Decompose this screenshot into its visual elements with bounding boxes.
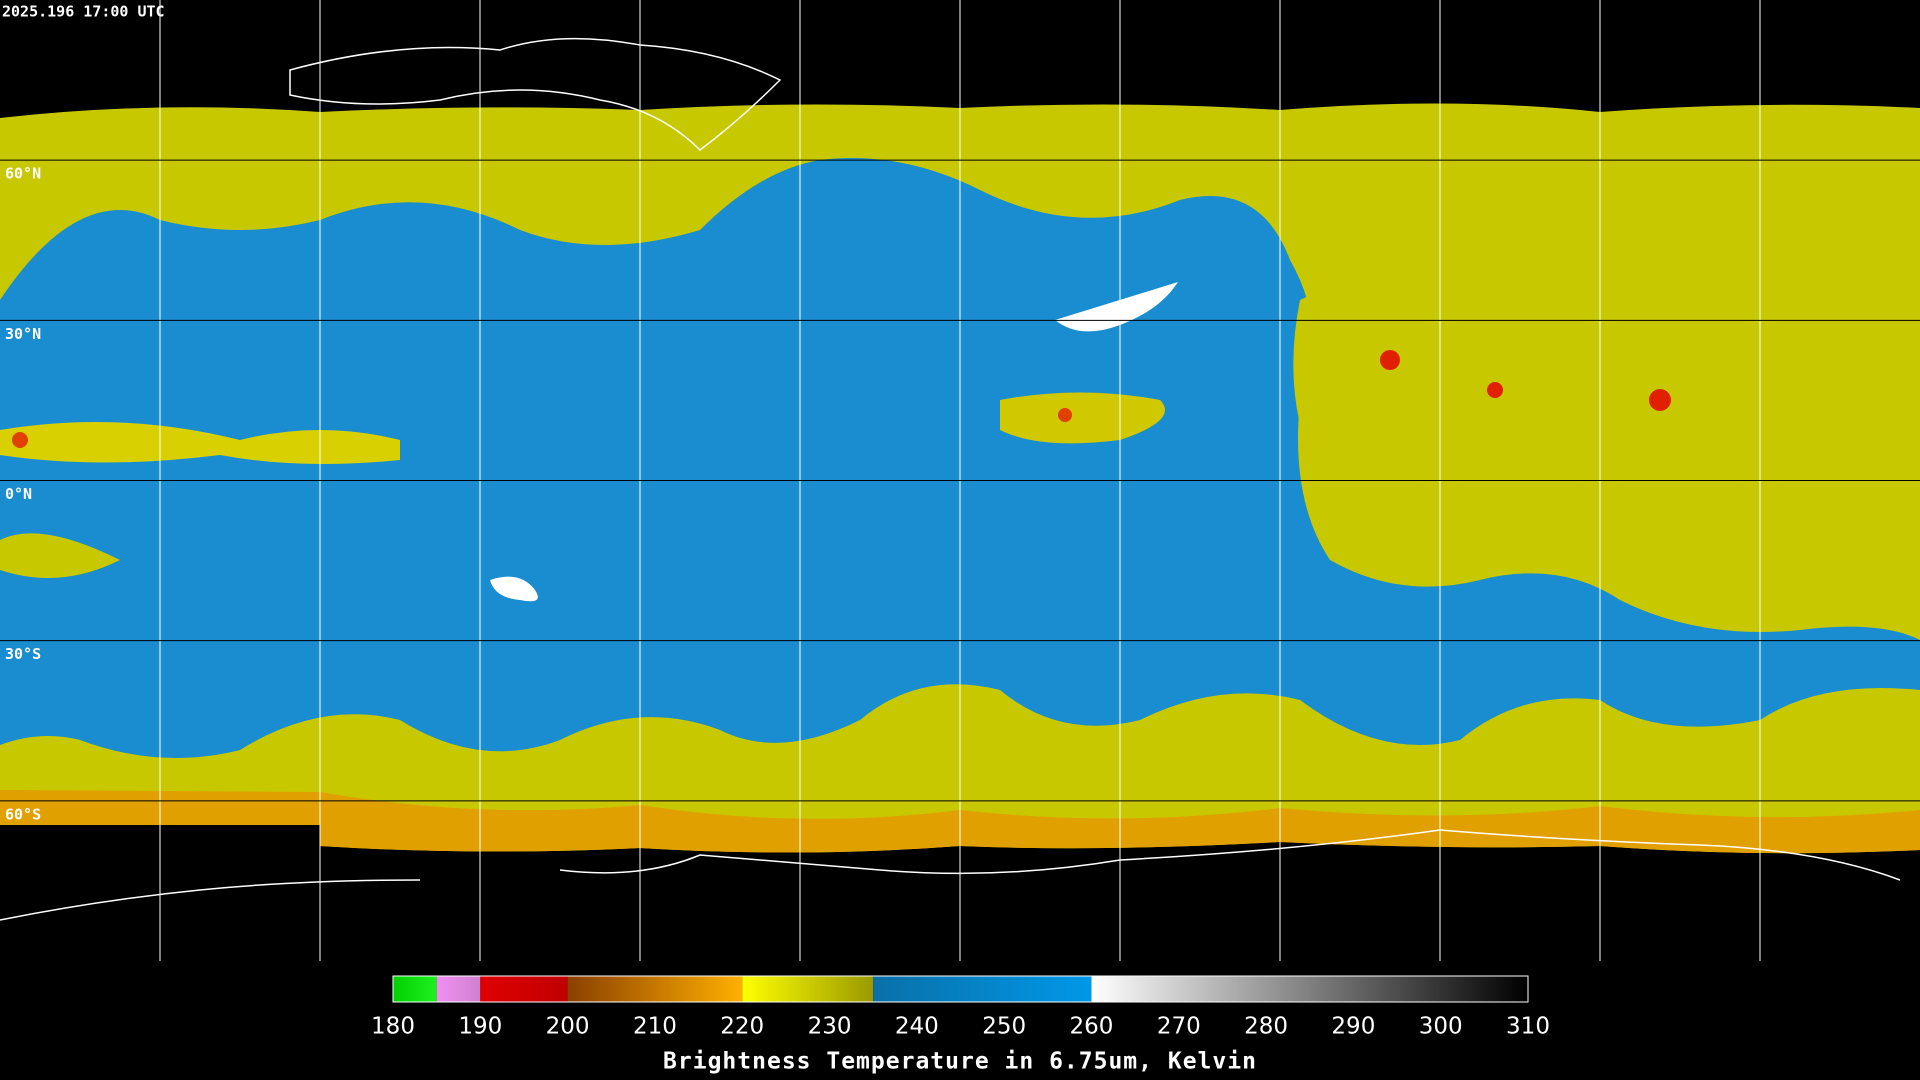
colorbar: 180 190 200 210 220 230 240 250 260 270 280 290 300 3… [371, 975, 1550, 1040]
colorbar-segment [873, 976, 1092, 1002]
timestamp: 2025.196 17:00 UTC [2, 3, 165, 21]
asian-monsoon [1293, 264, 1780, 543]
storm-cell [1487, 382, 1503, 398]
latitude-label: 30°S [5, 645, 41, 663]
african-convection [1000, 392, 1165, 444]
storm-cell [12, 432, 28, 448]
colorbar-tick-label: 190 [458, 1014, 502, 1040]
colorbar-tick-label: 180 [371, 1014, 415, 1040]
storm-cell [1058, 408, 1072, 422]
warm-area [490, 576, 538, 602]
colorbar-tick-label: 280 [1244, 1014, 1288, 1040]
itcz-clouds [0, 422, 400, 464]
colorbar-tick-label: 240 [895, 1014, 939, 1040]
latitude-label: 60°S [5, 805, 41, 823]
coastline [289, 37, 782, 151]
colorbar-tick-label: 230 [808, 1014, 852, 1040]
colorbar-tick-label: 290 [1331, 1014, 1375, 1040]
colorbar-segment [480, 976, 568, 1002]
latitude-label: 60°N [5, 165, 41, 183]
latitude-label: 30°N [5, 325, 41, 343]
colorbar-tick-label: 310 [1506, 1014, 1550, 1040]
colorbar-title: Brightness Temperature in 6.75um, Kelvin [663, 1049, 1257, 1075]
colorbar-segment [567, 976, 743, 1002]
coastline [0, 829, 1901, 921]
latitude-label: 0°N [5, 485, 32, 503]
colorbar-segment [742, 976, 874, 1002]
colorbar-segment [1091, 976, 1528, 1002]
storm-cell [1649, 389, 1671, 411]
colorbar-tick-label: 260 [1070, 1014, 1114, 1040]
graticule: 60°N 30°N 0°N 30°S 60°S [5, 0, 1761, 961]
colorbar-segment [436, 976, 481, 1002]
storm-cell [1380, 350, 1400, 370]
colorbar-tick-label: 250 [982, 1014, 1026, 1040]
colorbar-tick-label: 300 [1419, 1014, 1463, 1040]
warm-area [1055, 282, 1178, 332]
colorbar-segment [393, 976, 437, 1002]
colorbar-tick-label: 270 [1157, 1014, 1201, 1040]
colorbar-frame [392, 975, 1529, 1003]
colorbar-tick-label: 210 [633, 1014, 677, 1040]
colorbar-tick-label: 220 [720, 1014, 764, 1040]
colorbar-tick-label: 200 [546, 1014, 590, 1040]
